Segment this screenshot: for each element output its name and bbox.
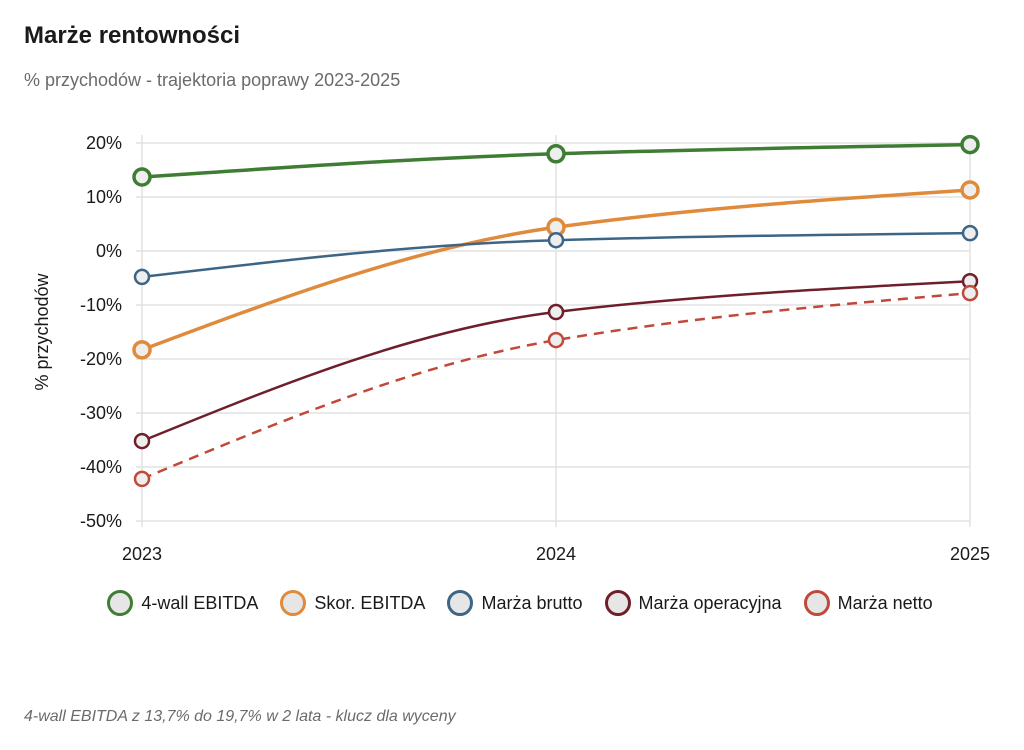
legend-swatch-icon [604, 590, 631, 616]
y-tick-label: -10% [80, 295, 122, 315]
legend-swatch-icon [280, 590, 307, 616]
x-tick-label: 2023 [122, 544, 162, 564]
y-tick-label: 10% [86, 187, 122, 207]
legend-item[interactable]: Marża netto [803, 590, 933, 616]
series-mar-a-brutto [133, 224, 979, 286]
data-point[interactable] [132, 167, 152, 187]
legend-item[interactable]: Marża operacyjna [604, 590, 782, 616]
footnote: 4-wall EBITDA z 13,7% do 19,7% w 2 lata … [24, 708, 456, 725]
data-point[interactable] [132, 340, 152, 360]
chart-title: Marże rentowności [24, 22, 241, 49]
y-tick-label: -40% [80, 457, 122, 477]
y-axis-label: % przychodów [32, 272, 52, 390]
legend-swatch-icon [803, 590, 830, 616]
legend-label: Marża netto [837, 592, 933, 613]
y-tick-label: 0% [96, 241, 122, 261]
chart-subtitle: % przychodów - trajektoria poprawy 2023-… [24, 70, 401, 90]
legend-label: 4-wall EBITDA [141, 592, 259, 613]
data-point[interactable] [133, 470, 151, 488]
series-line [141, 291, 971, 481]
data-point[interactable] [961, 224, 979, 242]
data-point[interactable] [960, 180, 980, 200]
legend-label: Skor. EBITDA [314, 592, 426, 613]
legend-swatch-icon [107, 590, 134, 616]
series-mar-a-netto [133, 284, 979, 488]
data-point[interactable] [547, 231, 565, 249]
series-mar-a-operacyjna [133, 272, 979, 450]
legend-label: Marża brutto [481, 592, 583, 613]
y-tick-label: -50% [80, 511, 122, 531]
data-point[interactable] [547, 303, 565, 321]
data-point[interactable] [547, 331, 565, 349]
legend-swatch-icon [447, 590, 474, 616]
y-tick-label: -30% [80, 403, 122, 423]
legend-item[interactable]: Marża brutto [447, 590, 583, 616]
x-tick-label: 2025 [950, 544, 990, 564]
y-tick-label: -20% [80, 349, 122, 369]
data-point[interactable] [961, 284, 979, 302]
data-point[interactable] [133, 268, 151, 286]
legend-item[interactable]: 4-wall EBITDA [107, 590, 258, 616]
y-tick-label: 20% [86, 133, 122, 153]
legend-item[interactable]: Skor. EBITDA [280, 590, 425, 616]
data-point[interactable] [960, 134, 980, 155]
data-point[interactable] [133, 432, 151, 450]
data-point[interactable] [546, 144, 566, 164]
x-tick-label: 2024 [536, 544, 576, 564]
legend-label: Marża operacyjna [638, 592, 782, 613]
legend: 4-wall EBITDA Skor. EBITDA Marża brutto Mar… [100, 590, 940, 616]
series-4-wall-ebitda [132, 134, 980, 187]
